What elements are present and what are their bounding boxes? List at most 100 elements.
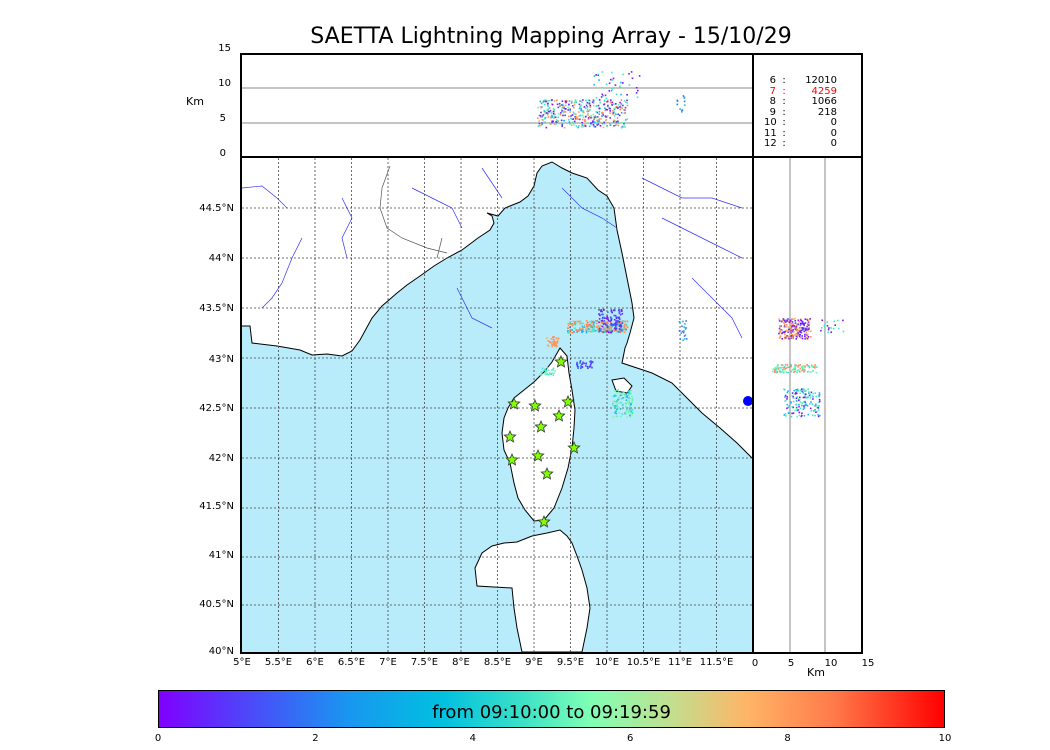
source-point (788, 392, 791, 394)
source-point (810, 391, 813, 394)
source-point (544, 373, 547, 376)
source-point (544, 370, 547, 373)
source-point (597, 325, 600, 327)
source-point (574, 322, 576, 325)
source-count: 0 (830, 138, 837, 149)
source-point (779, 325, 782, 327)
source-point (628, 390, 630, 392)
source-point (681, 111, 683, 113)
source-point (627, 410, 629, 412)
station-number: 10 (764, 117, 777, 128)
source-point (609, 123, 611, 126)
source-point (579, 118, 581, 121)
side-xtick: 10 (824, 658, 838, 669)
station-count-row: 9: 218 (764, 107, 854, 119)
source-point (562, 105, 564, 107)
source-point (580, 366, 582, 368)
source-point (628, 399, 630, 402)
source-point (599, 101, 602, 103)
source-point (786, 407, 788, 410)
source-point (784, 367, 787, 370)
source-point (575, 100, 578, 103)
source-point (782, 371, 784, 373)
source-point (544, 120, 546, 123)
source-point (581, 331, 583, 334)
source-point (552, 374, 555, 376)
source-point (591, 330, 593, 333)
source-point (584, 120, 587, 122)
source-point (802, 368, 804, 371)
source-point (794, 365, 796, 368)
source-point (625, 119, 627, 121)
source-point (779, 371, 781, 373)
source-point (837, 327, 840, 330)
source-point (578, 125, 580, 127)
source-point (554, 116, 557, 119)
source-point (615, 327, 618, 330)
source-point (795, 404, 797, 406)
source-point (577, 126, 579, 129)
source-point (629, 393, 632, 395)
source-point (542, 101, 544, 104)
source-point (613, 103, 615, 105)
source-point (614, 394, 616, 396)
source-point (802, 396, 805, 399)
source-point (792, 395, 794, 398)
source-point (806, 337, 809, 340)
source-point (803, 414, 806, 417)
source-point (551, 120, 553, 122)
source-point (590, 322, 593, 325)
source-point (631, 399, 634, 401)
source-point (628, 401, 630, 403)
source-point (599, 327, 601, 330)
source-point (595, 105, 598, 107)
source-point (601, 313, 603, 316)
source-point (804, 401, 807, 404)
source-point (631, 411, 634, 414)
source-point (800, 319, 802, 321)
source-point (581, 123, 584, 126)
source-point (579, 320, 582, 323)
source-point (605, 321, 607, 324)
source-point (555, 123, 557, 125)
source-point (809, 393, 811, 396)
source-point (606, 329, 609, 332)
source-point (826, 321, 829, 323)
source-point (596, 320, 598, 322)
source-point (597, 104, 600, 107)
source-point (547, 340, 550, 342)
source-point (598, 318, 601, 320)
source-point (778, 327, 781, 330)
source-point (797, 333, 800, 336)
source-point (540, 111, 542, 114)
source-point (623, 324, 625, 327)
source-point (582, 110, 584, 112)
source-point (614, 314, 617, 317)
source-point (620, 326, 622, 329)
source-point (622, 320, 624, 323)
source-point (796, 328, 799, 331)
source-point (803, 370, 806, 372)
source-point (808, 326, 810, 329)
source-point (814, 367, 816, 369)
source-point (551, 343, 553, 346)
source-point (615, 317, 618, 320)
source-point (621, 312, 624, 315)
source-point (541, 118, 544, 121)
source-point (551, 341, 554, 343)
source-point (792, 368, 795, 371)
source-point (618, 311, 621, 314)
source-point (561, 125, 563, 128)
source-point (547, 110, 550, 113)
source-point (808, 392, 810, 394)
source-point (582, 111, 585, 114)
source-point (806, 370, 809, 373)
source-point (603, 316, 605, 319)
source-point (794, 333, 797, 336)
source-point (791, 333, 793, 336)
source-point (613, 112, 616, 114)
source-point (569, 123, 571, 125)
source-point (620, 127, 623, 129)
source-point (568, 115, 570, 118)
source-point (796, 371, 798, 374)
